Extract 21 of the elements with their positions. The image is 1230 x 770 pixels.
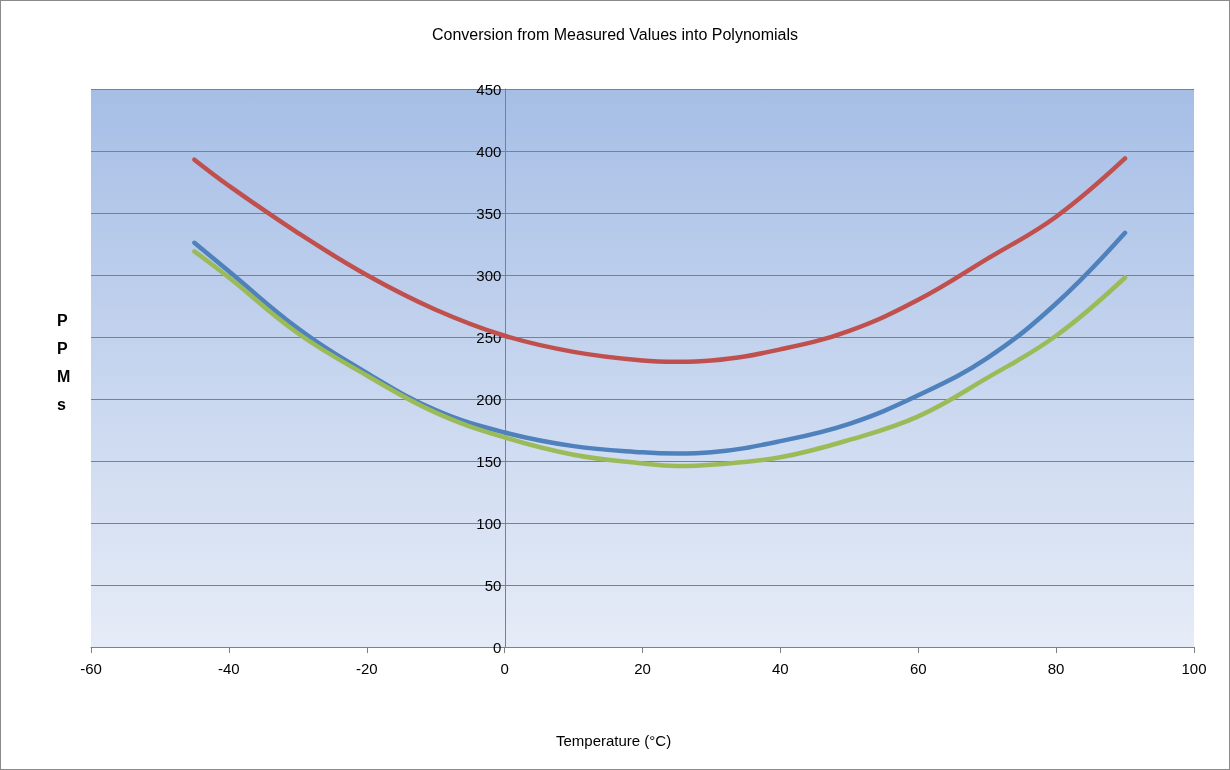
x-axis-title: Temperature (°C) xyxy=(556,732,672,749)
x-tick-label: 100 xyxy=(1181,660,1207,677)
line-series xyxy=(192,156,1128,365)
chart-title: Conversion from Measured Values into Polynomials xyxy=(431,25,799,43)
y-tick-label: 450 xyxy=(476,80,502,98)
y-tick-label: 0 xyxy=(493,638,502,656)
y-tick-label: 300 xyxy=(476,266,502,284)
y-tick-label: 50 xyxy=(484,576,502,594)
y-tick-label: 350 xyxy=(476,204,502,222)
x-tick-label: 60 xyxy=(909,660,927,677)
x-tick-label: 20 xyxy=(634,660,651,677)
y-axis-title: PPMs xyxy=(57,311,71,413)
x-tick-label: 40 xyxy=(772,660,789,677)
y-tick-label: 200 xyxy=(476,390,502,408)
y-tick-label: 400 xyxy=(476,142,502,160)
x-tick-label: -20 xyxy=(355,660,378,677)
x-tick-label: -40 xyxy=(218,660,240,677)
x-tick-label: 80 xyxy=(1047,660,1065,677)
x-tick-label: -60 xyxy=(80,660,102,677)
y-tick-label: 100 xyxy=(476,514,502,532)
y-tick-label: 150 xyxy=(476,452,502,470)
